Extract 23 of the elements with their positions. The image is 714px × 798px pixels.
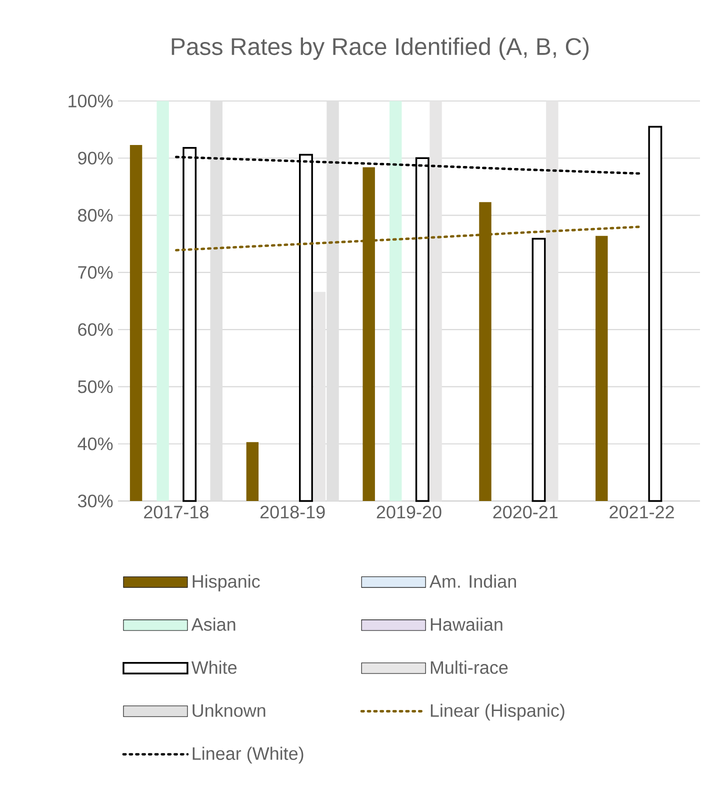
y-tick-label: 30% xyxy=(78,494,113,508)
legend-label: Multi-race xyxy=(430,660,508,674)
legend-label: White xyxy=(191,660,237,674)
y-tick-label: 70% xyxy=(78,266,113,279)
y-tick-label: 80% xyxy=(78,208,113,222)
x-tick-label: 2017-18 xyxy=(144,506,208,518)
legend-label: Unknown xyxy=(192,704,266,717)
y-tick-label: 60% xyxy=(78,323,113,336)
legend-label: Linear (Hispanic) xyxy=(430,704,564,721)
x-tick-label: 2019-20 xyxy=(376,506,442,518)
y-tick-label: 90% xyxy=(78,152,113,165)
y-tick-label: 40% xyxy=(78,437,113,450)
legend-label: Hispanic xyxy=(192,574,260,592)
x-tick-label: 2021-22 xyxy=(610,506,674,518)
legend-label: Am. Indian xyxy=(429,574,516,588)
chart-title: Pass Rates by Race Identified (A, B, C) xyxy=(172,37,589,60)
legend-label: Hawaiian xyxy=(430,618,502,631)
x-tick-label: 2018-19 xyxy=(260,506,325,518)
y-tick-label: 100% xyxy=(68,94,113,108)
x-tick-label: 2020-21 xyxy=(493,506,558,518)
legend-label: Linear (White) xyxy=(192,746,304,764)
legend-label: Asian xyxy=(191,618,236,631)
y-tick-label: 50% xyxy=(78,380,113,394)
